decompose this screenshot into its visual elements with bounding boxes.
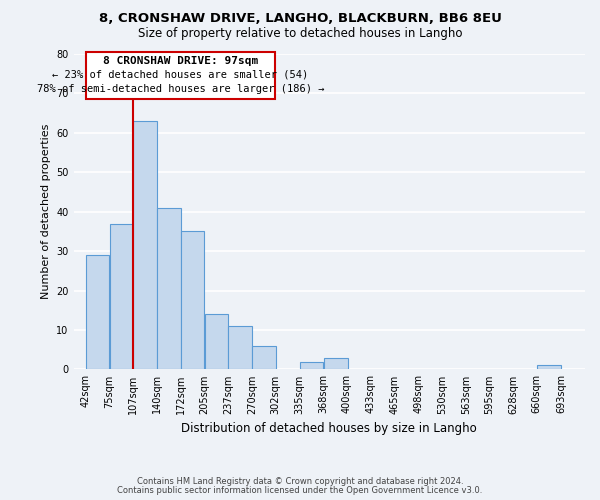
Text: 78% of semi-detached houses are larger (186) →: 78% of semi-detached houses are larger (… [37, 84, 324, 94]
Text: Size of property relative to detached houses in Langho: Size of property relative to detached ho… [138, 28, 462, 40]
Text: Contains public sector information licensed under the Open Government Licence v3: Contains public sector information licen… [118, 486, 482, 495]
Bar [324, 358, 347, 370]
Bar [228, 326, 252, 370]
Text: 8, CRONSHAW DRIVE, LANGHO, BLACKBURN, BB6 8EU: 8, CRONSHAW DRIVE, LANGHO, BLACKBURN, BB… [98, 12, 502, 26]
Text: Contains HM Land Registry data © Crown copyright and database right 2024.: Contains HM Land Registry data © Crown c… [137, 477, 463, 486]
Bar [157, 208, 181, 370]
Text: ← 23% of detached houses are smaller (54): ← 23% of detached houses are smaller (54… [52, 70, 308, 80]
Bar [86, 255, 109, 370]
Bar [86, 52, 275, 100]
Bar [205, 314, 229, 370]
X-axis label: Distribution of detached houses by size in Langho: Distribution of detached houses by size … [181, 422, 477, 435]
Text: 8 CRONSHAW DRIVE: 97sqm: 8 CRONSHAW DRIVE: 97sqm [103, 56, 258, 66]
Y-axis label: Number of detached properties: Number of detached properties [41, 124, 51, 300]
Bar [299, 362, 323, 370]
Bar [252, 346, 276, 370]
Bar [537, 366, 561, 370]
Bar [110, 224, 134, 370]
Bar [133, 121, 157, 370]
Bar [181, 232, 205, 370]
